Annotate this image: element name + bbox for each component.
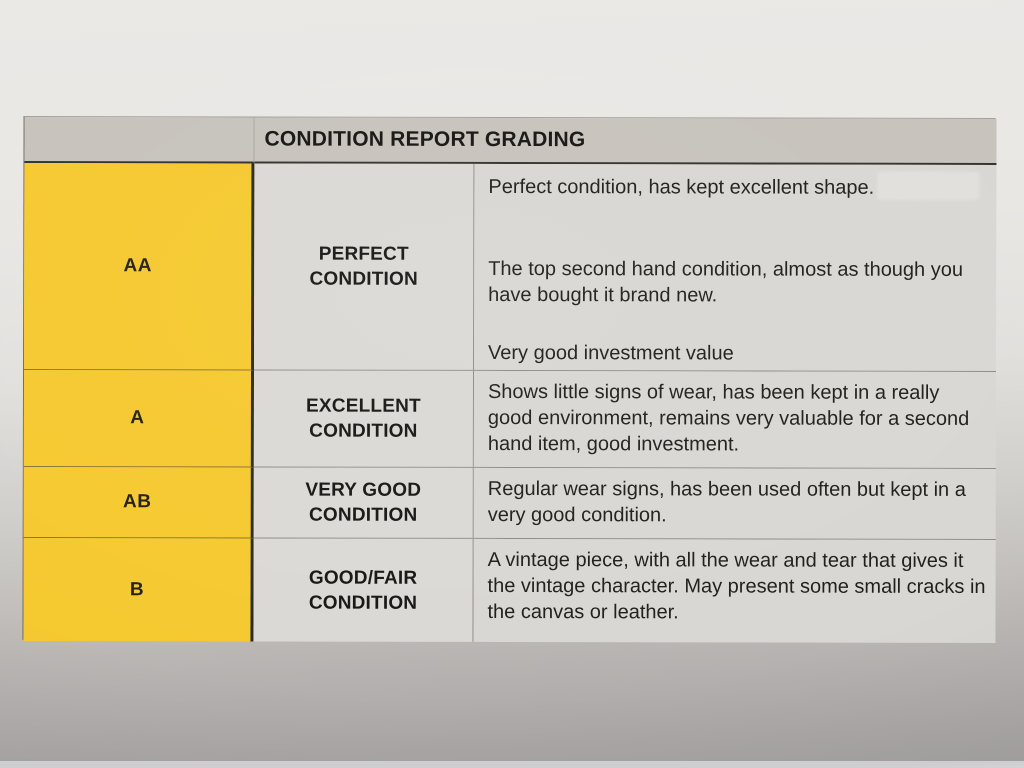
photo-bottom-edge [0,761,1024,768]
description-cell-a: Shows little signs of wear, has been kep… [473,370,997,470]
grade-code-cell-ab: AB [23,466,254,539]
condition-name-line: EXCELLENT [306,395,421,417]
condition-name-cell-good-fair: GOOD/FAIR CONDITION [253,538,474,642]
header-empty-cell [24,116,255,164]
condition-name-cell-excellent: EXCELLENT CONDITION [253,370,475,468]
condition-name-line: CONDITION [308,504,418,526]
condition-name-cell-very-good: VERY GOOD CONDITION [253,467,474,539]
grade-code-cell-b: B [23,537,254,642]
table-title-cell: CONDITION REPORT GRADING [254,117,997,166]
condition-name-line: PERFECT [318,243,409,265]
condition-name-line: VERY GOOD [305,479,422,501]
condition-name-cell-perfect: PERFECT CONDITION [254,163,475,371]
description-cell-ab: Regular wear signs, has been used often … [473,467,996,541]
description-paragraph: A vintage piece, with all the wear and t… [487,548,986,624]
description-cell-b: A vintage piece, with all the wear and t… [473,538,996,644]
table-title: CONDITION REPORT GRADING [264,127,586,152]
condition-name-line: CONDITION [308,592,418,614]
description-paragraph: Perfect condition, has kept excellent sh… [488,175,875,199]
grade-code-ab: AB [122,491,152,513]
grade-code-b: B [129,578,145,600]
condition-name-line: GOOD/FAIR [308,567,418,589]
grade-code-aa: AA [123,255,152,277]
description-paragraph: The top second hand condition, almost as… [488,257,964,307]
grade-code-cell-a: A [23,369,255,468]
description-paragraph: Shows little signs of wear, has been kep… [487,380,970,456]
grade-code-a: A [130,407,145,429]
description-paragraph: Very good investment value [488,341,734,365]
grade-code-cell-aa: AA [24,162,255,371]
description-paragraph: Regular wear signs, has been used often … [487,477,966,527]
description-cell-aa: Perfect condition, has kept excellent sh… [474,163,997,373]
condition-name-line: CONDITION [309,420,418,442]
condition-name-line: CONDITION [309,268,418,290]
condition-grading-table: CONDITION REPORT GRADING AA PERFECT COND… [22,115,997,644]
